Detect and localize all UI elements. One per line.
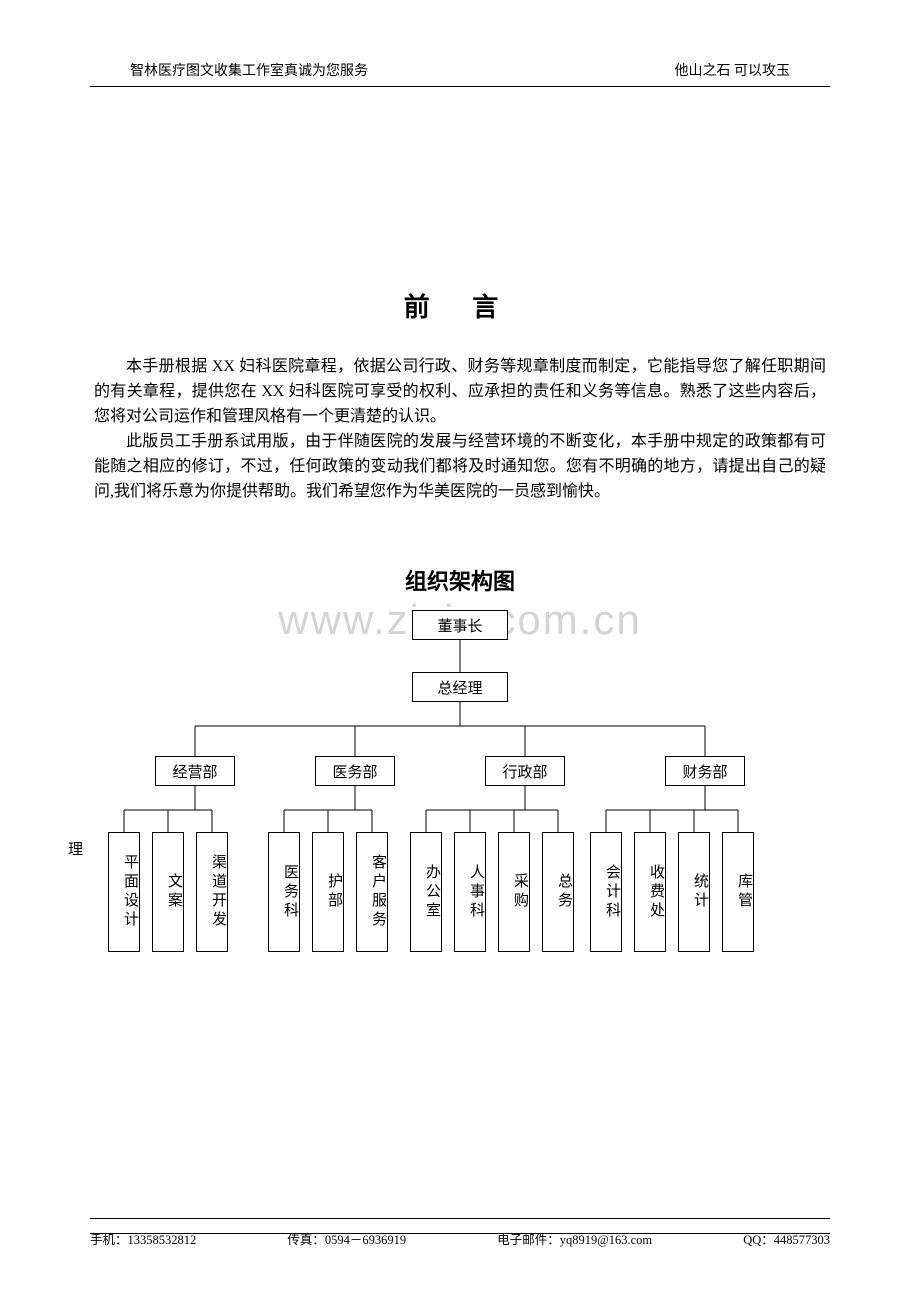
page-footer: 手机：13358532812 传真：0594－6936919 电子邮件：yq89… <box>90 1218 830 1248</box>
org-side-label: 理 <box>68 838 83 859</box>
org-node-dept-0: 经营部 <box>155 756 235 786</box>
org-node-leaf-0-2: 渠道开发 <box>196 832 228 952</box>
org-node-leaf-1-0: 医务科 <box>268 832 300 952</box>
org-node-gm: 总经理 <box>412 672 508 702</box>
org-chart-title: 组织架构图 <box>90 564 830 596</box>
page-header: 智林医疗图文收集工作室真诚为您服务 他山之石 可以攻玉 <box>90 60 830 87</box>
footer-fax: 传真：0594－6936919 <box>287 1229 406 1248</box>
org-node-leaf-2-2: 采购 <box>498 832 530 952</box>
org-node-leaf-0-0: 平面设计 <box>108 832 140 952</box>
footer-qq: QQ：448577303 <box>743 1229 830 1248</box>
org-node-dept-1: 医务部 <box>315 756 395 786</box>
header-right: 他山之石 可以攻玉 <box>675 60 791 80</box>
org-node-chairman: 董事长 <box>412 610 508 640</box>
org-node-leaf-2-3: 总务 <box>542 832 574 952</box>
preface-title: 前 言 <box>90 287 830 324</box>
org-node-leaf-3-1: 收费处 <box>634 832 666 952</box>
org-node-leaf-1-1: 护部 <box>312 832 344 952</box>
org-node-leaf-3-0: 会计科 <box>590 832 622 952</box>
org-node-dept-3: 财务部 <box>665 756 745 786</box>
preface-p2: 此版员工手册系试用版，由于伴随医院的发展与经营环境的不断变化，本手册中规定的政策… <box>94 429 826 504</box>
preface-p1: 本手册根据 XX 妇科医院章程，依据公司行政、财务等规章制度而制定，它能指导您了… <box>94 354 826 429</box>
org-node-leaf-3-2: 统计 <box>678 832 710 952</box>
org-node-leaf-3-3: 库管 <box>722 832 754 952</box>
preface-body: 本手册根据 XX 妇科医院章程，依据公司行政、财务等规章制度而制定，它能指导您了… <box>90 354 830 504</box>
org-node-dept-2: 行政部 <box>485 756 565 786</box>
org-node-leaf-1-2: 客户服务 <box>356 832 388 952</box>
header-left: 智林医疗图文收集工作室真诚为您服务 <box>130 60 368 80</box>
footer-email: 电子邮件：yq8919@163.com <box>497 1229 652 1248</box>
footer-phone: 手机：13358532812 <box>90 1229 196 1248</box>
org-chart: 董事长总经理理经营部平面设计文案渠道开发医务部医务科护部客户服务行政部办公室人事… <box>90 610 830 970</box>
org-node-leaf-0-1: 文案 <box>152 832 184 952</box>
org-node-leaf-2-0: 办公室 <box>410 832 442 952</box>
org-node-leaf-2-1: 人事科 <box>454 832 486 952</box>
